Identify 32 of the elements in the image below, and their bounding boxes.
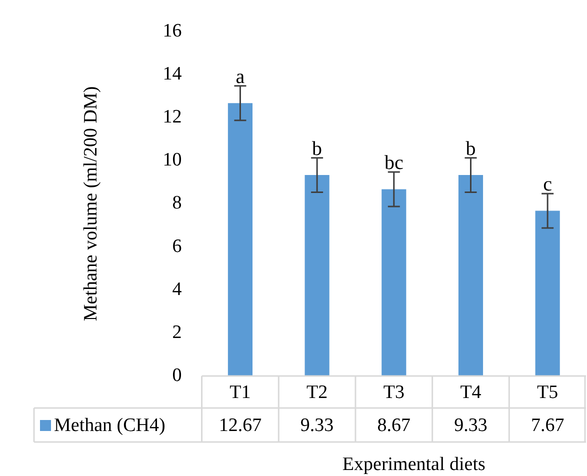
data-label: 8.67 [377,414,411,436]
y-tick-label: 4 [172,278,182,300]
x-tick-label: T3 [383,382,404,403]
data-label: 9.33 [300,414,334,436]
legend-label: Methan (CH4) [54,414,166,436]
data-label: 12.67 [218,414,262,436]
annotation: b [466,138,476,160]
x-tick-label: T2 [306,382,328,403]
y-axis-title: Methane volume (ml/200 DM) [80,86,102,322]
y-tick-label: 10 [162,150,182,171]
y-tick-label: 16 [162,20,182,42]
data-label: 7.67 [530,414,564,436]
bar [304,175,330,376]
y-tick-label: 12 [162,106,182,128]
y-tick-label: 8 [172,192,182,214]
bar [535,210,560,376]
annotation: c [543,174,552,196]
x-tick-label: T5 [537,382,558,403]
annotation: b [312,138,322,160]
bar [458,175,484,376]
x-axis-title: Experimental diets [342,454,486,475]
y-tick-label: 14 [162,63,182,84]
bar [382,189,406,376]
data-label: 9.33 [454,414,488,436]
y-tick-label: 6 [172,236,182,257]
annotation: bc [384,152,404,174]
x-tick-label: T4 [460,382,482,403]
bar [228,103,253,376]
x-tick-label: T1 [230,382,251,403]
y-tick-label: 0 [172,364,182,386]
annotation: a [236,66,245,88]
y-tick-label: 2 [172,322,182,343]
